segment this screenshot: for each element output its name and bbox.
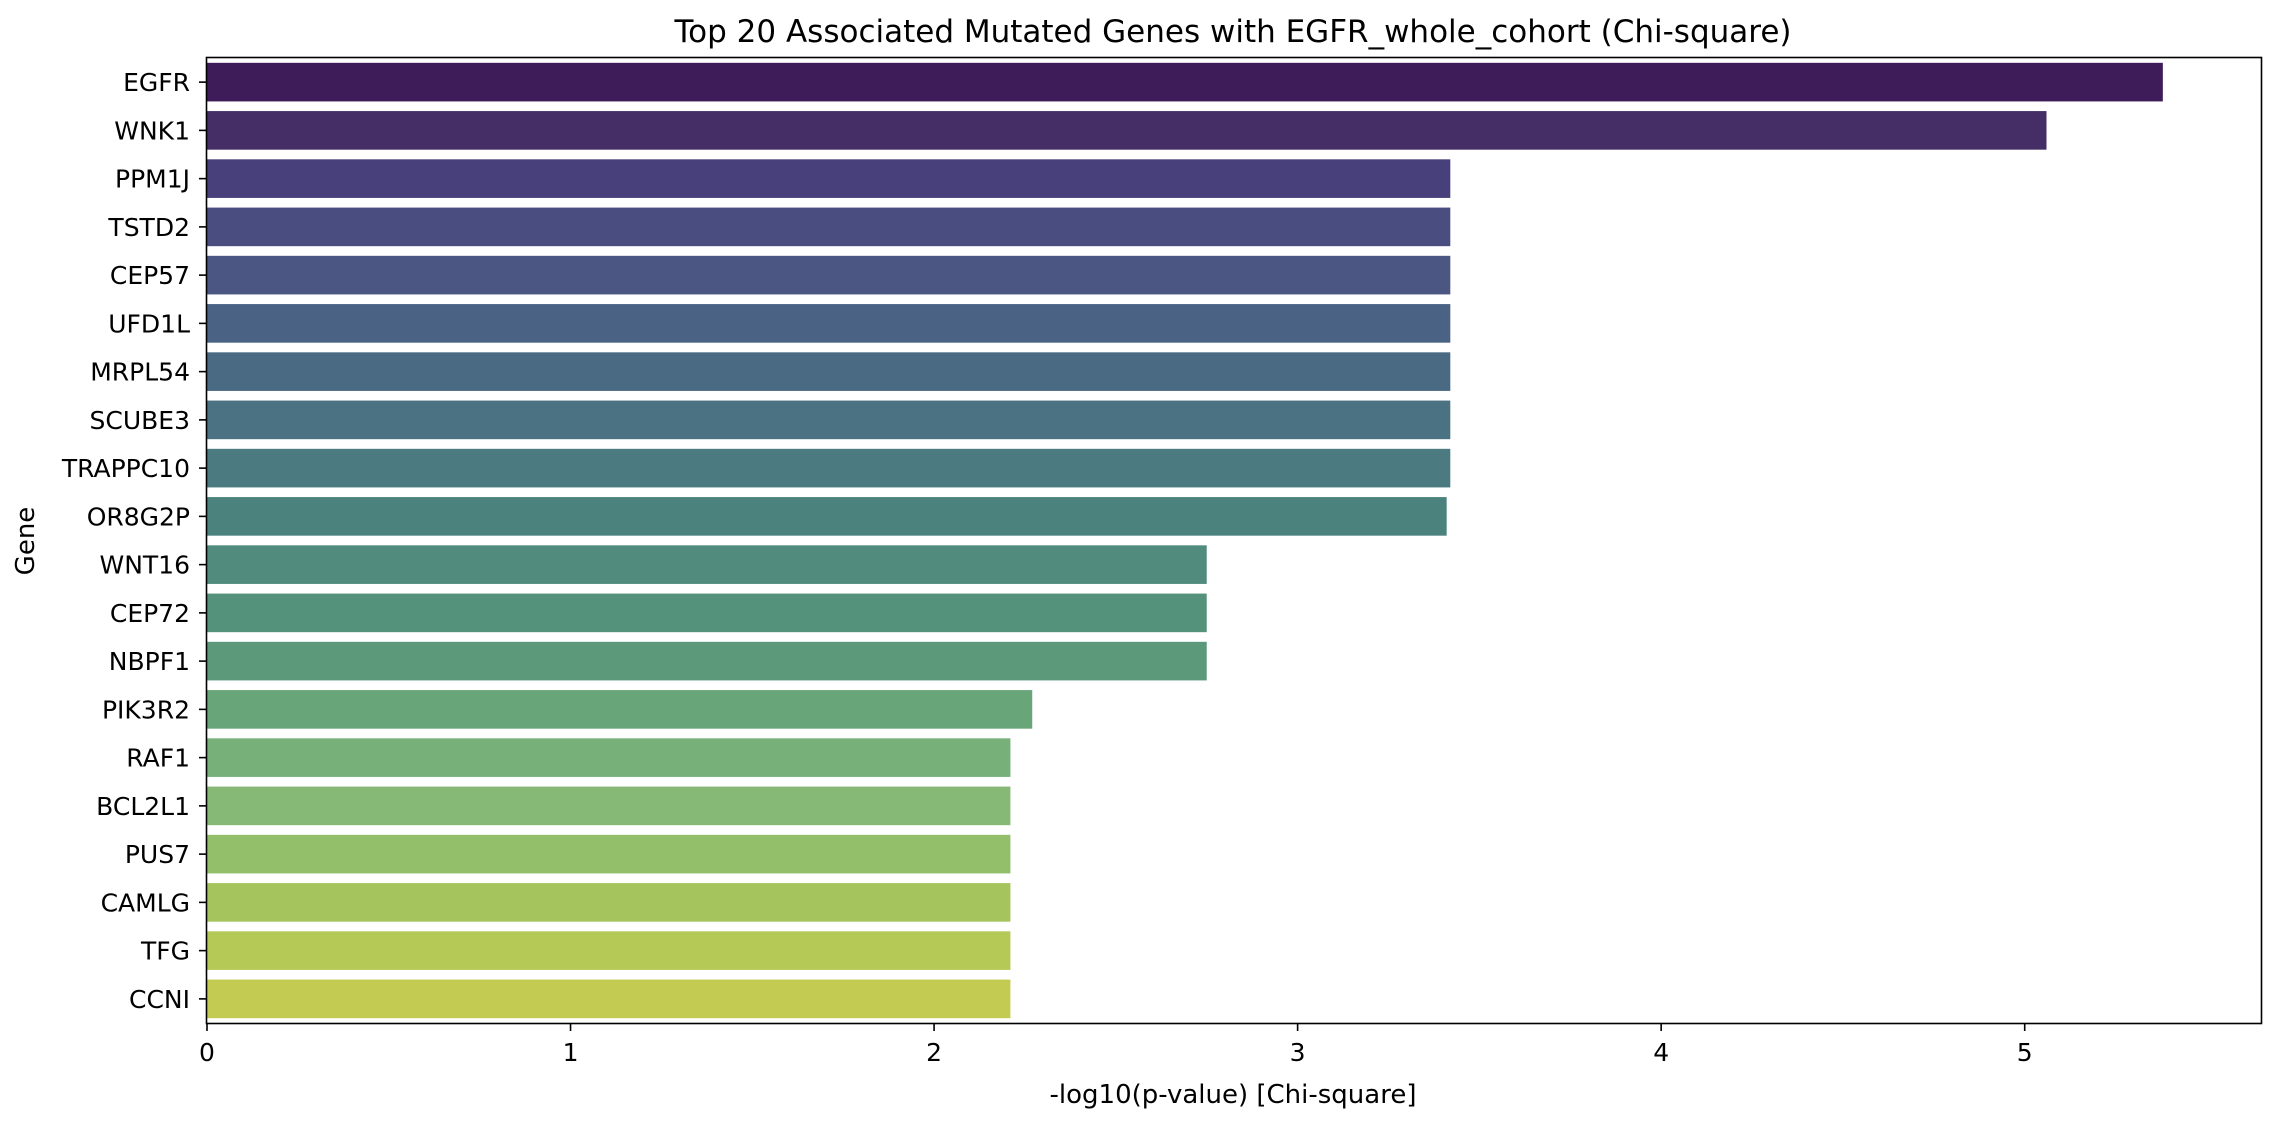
bar-camlg bbox=[207, 883, 1011, 922]
y-tick-label: TSTD2 bbox=[107, 213, 190, 242]
bar-tstd2 bbox=[207, 207, 1451, 247]
x-tick-label: 1 bbox=[563, 1038, 579, 1067]
y-tick-label: CEP72 bbox=[110, 599, 190, 628]
x-tick-label: 5 bbox=[2017, 1038, 2033, 1067]
chart-title: Top 20 Associated Mutated Genes with EGF… bbox=[674, 14, 1792, 50]
y-tick-label: PPM1J bbox=[115, 165, 190, 194]
bar-or8g2p bbox=[207, 497, 1447, 536]
bar-ufd1l bbox=[207, 304, 1451, 343]
y-tick-label: TRAPPC10 bbox=[61, 454, 190, 483]
bar-pus7 bbox=[207, 834, 1011, 874]
y-tick-label: CEP57 bbox=[110, 261, 190, 290]
y-tick-label: RAF1 bbox=[126, 744, 190, 773]
plot-frame bbox=[205, 56, 2263, 1025]
bar-ccni bbox=[207, 979, 1011, 1019]
bars-layer bbox=[207, 62, 2163, 1019]
x-tick-label: 3 bbox=[1290, 1038, 1306, 1067]
x-axis-label: -log10(p-value) [Chi-square] bbox=[1050, 1080, 1417, 1110]
bar-cep57 bbox=[207, 255, 1451, 295]
y-tick-label: SCUBE3 bbox=[90, 406, 190, 435]
y-tick-label: PUS7 bbox=[125, 840, 190, 869]
y-tick-label: BCL2L1 bbox=[96, 792, 190, 821]
bar-ppm1j bbox=[207, 159, 1451, 198]
x-tick-label: 0 bbox=[199, 1038, 215, 1067]
bar-wnt16 bbox=[207, 545, 1207, 584]
bar-raf1 bbox=[207, 738, 1011, 777]
y-tick-label: OR8G2P bbox=[87, 502, 190, 531]
x-ticks-layer: 0 1 2 3 4 5 bbox=[199, 1023, 2033, 1067]
y-tick-label: PIK3R2 bbox=[102, 695, 190, 724]
y-tick-label: MRPL54 bbox=[90, 358, 190, 387]
y-tick-label: WNT16 bbox=[99, 551, 190, 580]
y-tick-label: NBPF1 bbox=[109, 647, 190, 676]
x-tick-label: 2 bbox=[926, 1038, 942, 1067]
bar-pik3r2 bbox=[207, 690, 1033, 729]
bar-bcl2l1 bbox=[207, 786, 1011, 826]
bar-wnk1 bbox=[207, 111, 2047, 150]
bar-mrpl54 bbox=[207, 352, 1451, 391]
y-tick-label: UFD1L bbox=[108, 309, 190, 338]
bar-trappc10 bbox=[207, 448, 1451, 488]
y-tick-label: WNK1 bbox=[114, 116, 190, 145]
y-ticks-layer: EGFR WNK1 PPM1J TSTD2 CEP57 UFD1L MRPL54 SCUBE3… bbox=[61, 68, 207, 1014]
y-tick-label: EGFR bbox=[123, 68, 190, 97]
y-tick-label: TFG bbox=[140, 937, 190, 966]
bar-egfr bbox=[207, 62, 2163, 102]
x-tick-label: 4 bbox=[1653, 1038, 1669, 1067]
y-tick-label: CAMLG bbox=[101, 888, 190, 917]
bar-scube3 bbox=[207, 400, 1451, 440]
bar-nbpf1 bbox=[207, 641, 1207, 681]
bar-cep72 bbox=[207, 593, 1207, 633]
y-tick-label: CCNI bbox=[129, 985, 190, 1014]
y-axis-label: Gene bbox=[11, 507, 41, 576]
bar-tfg bbox=[207, 931, 1011, 970]
